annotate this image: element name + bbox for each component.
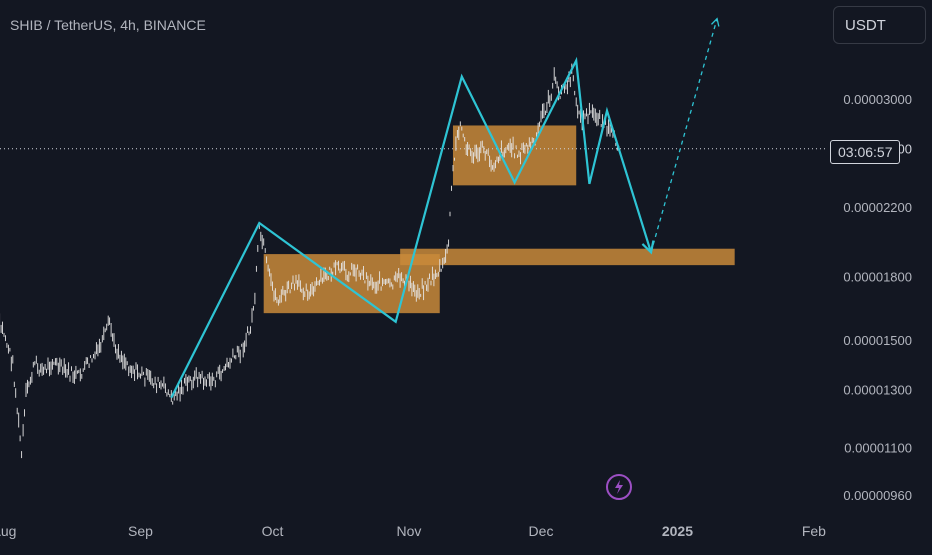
lightning-bolt-glyph (615, 480, 623, 494)
y-tick-label: 0.00001500 (843, 333, 912, 348)
zigzag-pattern-line (170, 56, 653, 399)
projection-layer (650, 17, 720, 253)
x-tick-label: 2025 (662, 523, 693, 539)
y-tick-label: 0.00003000 (843, 92, 912, 107)
price-series-layer (0, 63, 620, 459)
x-tick-label: Dec (529, 523, 554, 539)
currency-button[interactable]: USDT (833, 6, 926, 44)
projection-arrowhead (711, 17, 720, 27)
y-tick-label: 0.00000960 (843, 488, 912, 503)
y-tick-label: 0.00001100 (844, 441, 912, 456)
countdown-label: 03:06:57 (838, 144, 893, 160)
countdown-price-tag: 03:06:57 (830, 140, 900, 164)
y-tick-label: 0.00001800 (843, 270, 912, 285)
y-tick-label: 0.00001300 (843, 383, 912, 398)
x-tick-label: Feb (802, 523, 826, 539)
projection-line (650, 18, 718, 253)
y-tick-label: 0.00002200 (843, 200, 912, 215)
x-tick-label: Oct (262, 523, 284, 539)
x-tick-label: Aug (0, 523, 16, 539)
symbol-title[interactable]: SHIB / TetherUS, 4h, BINANCE (10, 17, 206, 33)
x-tick-label: Nov (396, 523, 421, 539)
x-axis[interactable]: Aug Sep Oct Nov Dec 2025 Feb (0, 523, 826, 539)
zone-2 (400, 248, 735, 266)
lightning-bolt-icon[interactable] (606, 474, 632, 500)
x-tick-label: Sep (128, 523, 153, 539)
